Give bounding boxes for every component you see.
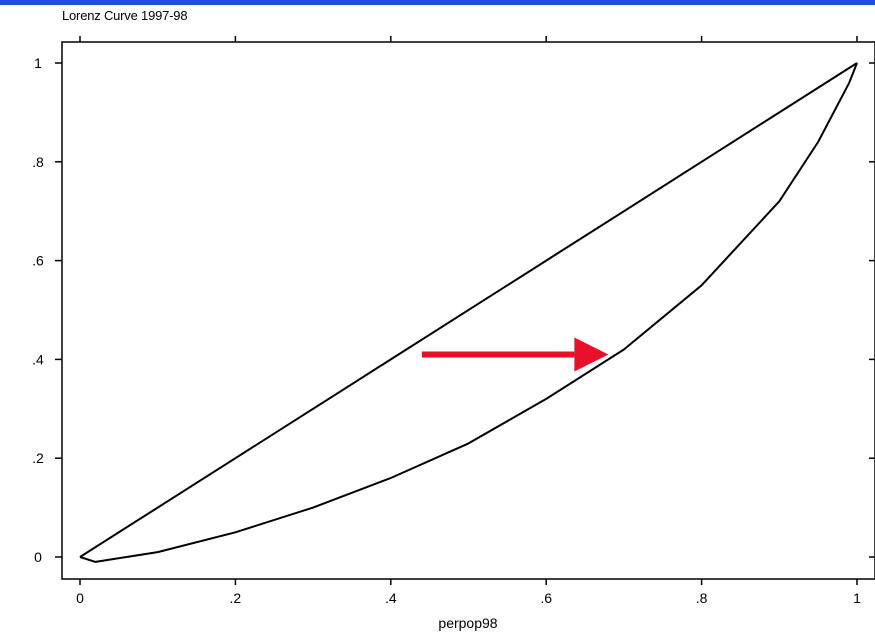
y-tick-label: .8 [32,154,44,170]
chart-title: Lorenz Curve 1997-98 [62,8,188,23]
x-tick-label: .2 [230,590,242,606]
y-tick-label: .6 [32,253,44,269]
y-tick-label: .4 [32,351,44,367]
lorenz-curve-line [79,62,858,563]
x-tick-label: 1 [853,590,861,606]
x-axis-label: perpop98 [438,615,497,631]
plot-frame [61,41,875,580]
y-tick-label: 1 [34,55,42,71]
x-tick-label: .6 [540,590,552,606]
y-tick-label: 0 [34,549,42,565]
equality-line [79,62,858,558]
arrow-head [574,337,609,372]
top-rule [0,0,875,5]
y-tick-label: .2 [32,450,44,466]
x-tick-label: .4 [385,590,397,606]
x-tick-label: .8 [696,590,708,606]
x-tick-label: 0 [76,590,84,606]
